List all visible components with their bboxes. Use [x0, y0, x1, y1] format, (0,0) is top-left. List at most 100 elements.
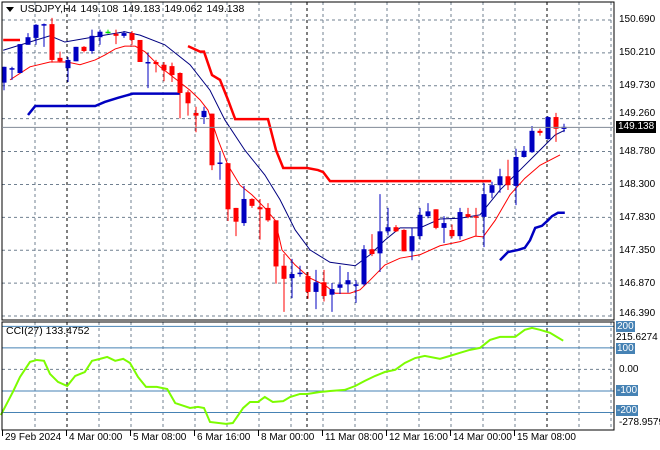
candle: [369, 234, 375, 257]
time-tick: 5 Mar 08:00: [130, 430, 186, 443]
cci-level-0: 0.00: [619, 364, 639, 375]
candle-body: [249, 198, 255, 206]
symbol: USDJPY,H4: [20, 3, 77, 15]
price-tick: 148.300: [619, 179, 656, 190]
candle-body: [1, 66, 7, 83]
candle: [81, 46, 87, 53]
candle-body: [473, 216, 479, 218]
candle: [417, 207, 423, 240]
candle: [353, 280, 359, 303]
candle: [65, 57, 71, 82]
candle-body: [505, 176, 511, 186]
candle-body: [481, 194, 487, 217]
price-tick: 149.730: [619, 80, 656, 91]
candle-body: [313, 282, 319, 292]
candle: [217, 152, 223, 180]
candle-body: [449, 229, 455, 237]
candle-body: [433, 209, 439, 228]
candle: [345, 271, 351, 293]
candle-body: [553, 117, 559, 129]
candle: [329, 282, 335, 312]
candle: [257, 198, 263, 240]
candle-body: [265, 207, 271, 221]
candle-body: [385, 227, 391, 232]
price-tick: 149.260: [619, 108, 656, 119]
candle: [465, 207, 471, 219]
candle-body: [297, 272, 303, 275]
candle: [153, 59, 159, 73]
candle: [385, 207, 391, 236]
cci-line: [0, 326, 564, 425]
candle: [289, 258, 295, 299]
candle: [185, 90, 191, 116]
cci-level-minus100-label: -100: [616, 385, 639, 396]
candle-body: [17, 44, 23, 74]
candle: [49, 17, 55, 63]
price-tick: 147.350: [619, 245, 656, 256]
candle: [513, 148, 519, 206]
candle-body: [201, 110, 207, 118]
candle-body: [457, 212, 463, 237]
candles: [1, 17, 567, 312]
candle: [113, 29, 119, 45]
candle-body: [377, 231, 383, 254]
candle: [177, 72, 183, 119]
candle: [233, 207, 239, 237]
candle: [361, 245, 367, 286]
candle: [17, 44, 23, 74]
candle-body: [25, 37, 31, 45]
candle: [137, 39, 143, 62]
envelope-line: [9, 45, 561, 294]
candle-body: [161, 64, 167, 71]
time-tick: 6 Mar 16:00: [194, 430, 250, 443]
candle-body: [281, 265, 287, 279]
candle-body: [241, 198, 247, 224]
candle: [521, 145, 527, 158]
candle: [249, 198, 255, 208]
candle-body: [209, 113, 215, 166]
candle: [473, 207, 479, 237]
candle-body: [185, 92, 191, 104]
candle: [545, 116, 551, 140]
candle-body: [537, 130, 543, 133]
candle: [273, 220, 279, 284]
candle: [145, 53, 151, 89]
time-tick: 14 Mar 00:00: [450, 430, 512, 443]
candle: [537, 128, 543, 136]
candle-body: [89, 35, 95, 51]
candle: [225, 163, 231, 222]
candle-body: [169, 66, 175, 76]
candle: [561, 123, 567, 133]
candle: [393, 225, 399, 233]
cci-label: CCI(27) 133.4752: [6, 325, 90, 337]
candle-body: [369, 249, 375, 255]
dropdown-triangle-icon[interactable]: [6, 6, 14, 12]
candle: [89, 29, 95, 54]
candle: [121, 31, 127, 38]
candle: [449, 224, 455, 239]
candle: [201, 106, 207, 124]
candle: [1, 66, 7, 91]
candle-body: [193, 112, 199, 116]
candle-body: [441, 223, 447, 228]
candle-body: [153, 61, 159, 65]
cci-level-100-label: 100: [616, 343, 635, 354]
candle: [297, 265, 303, 277]
cci-panel-border: [1, 321, 615, 431]
candle-body: [545, 117, 551, 140]
candle-body: [217, 162, 223, 164]
candle-body: [353, 284, 359, 286]
candle-body: [73, 46, 79, 62]
candle-body: [489, 185, 495, 193]
price-tick: 147.830: [619, 212, 656, 223]
ohlc-open: 149.108: [80, 3, 119, 15]
candle: [425, 203, 431, 219]
candle-body: [57, 57, 63, 62]
candle-body: [65, 59, 71, 69]
candle-body: [497, 176, 503, 186]
candle-body: [329, 289, 335, 295]
cci-level-minus200-label: -200: [616, 405, 639, 416]
candle-body: [177, 73, 183, 93]
price-tick: 150.690: [619, 14, 656, 25]
